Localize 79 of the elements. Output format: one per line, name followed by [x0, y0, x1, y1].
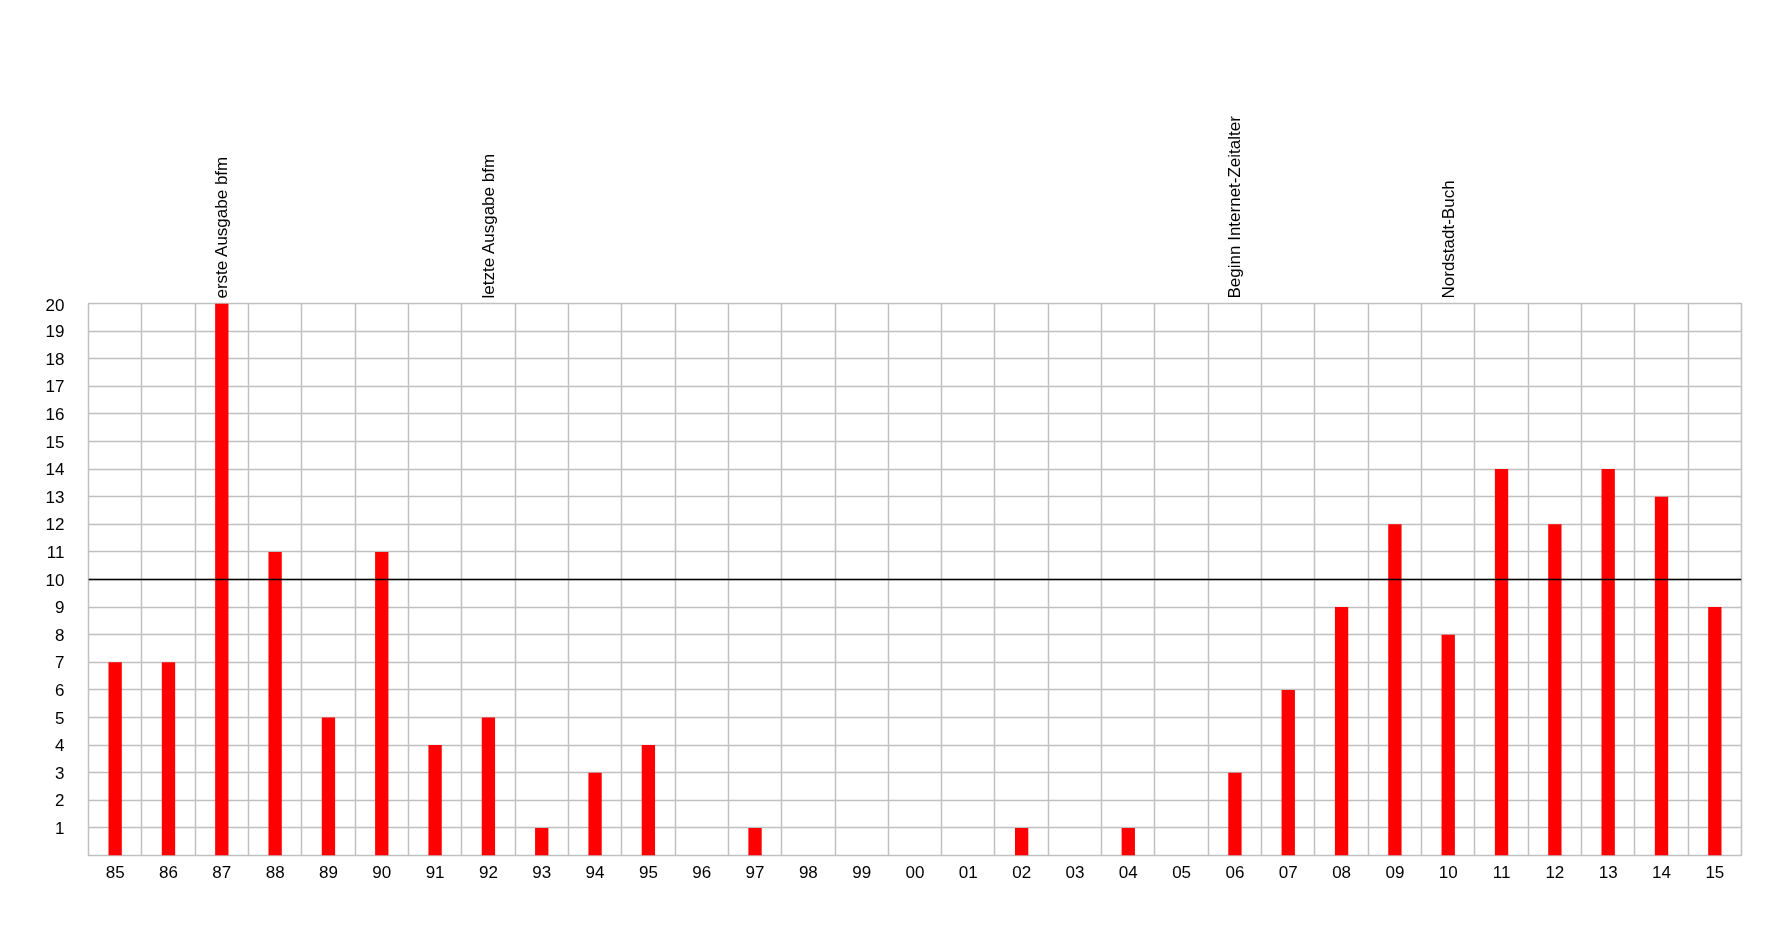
bar: [161, 662, 176, 856]
text: Beginn Internet-Zeitalter: [1225, 115, 1245, 299]
y-tick-label: 12: [45, 515, 65, 535]
y-tick-label: 2: [55, 791, 65, 811]
x-tick-label: 90: [372, 862, 392, 882]
bar: [428, 745, 442, 856]
x-tick-label: 86: [159, 862, 178, 882]
y-tick-label: 13: [45, 487, 65, 507]
bar: [1121, 827, 1135, 856]
bar: [748, 827, 762, 856]
y-tick-label: 5: [55, 708, 65, 728]
bar: [1548, 524, 1562, 856]
text: Nordstadt-Buch: [1438, 180, 1458, 299]
y-tick-label: 11: [46, 542, 65, 562]
y-tick-label: 20: [45, 295, 65, 315]
x-tick-label: 89: [319, 862, 338, 882]
x-tick-label: 91: [425, 862, 445, 882]
bar: [1654, 496, 1669, 856]
y-tick-label: 3: [55, 763, 65, 783]
x-tick-label: 87: [212, 862, 232, 882]
x-tick-label: 04: [1118, 862, 1138, 882]
y-tick-label: 8: [55, 625, 65, 645]
x-tick-label: 14: [1652, 862, 1671, 882]
x-tick-label: 11: [1492, 862, 1511, 882]
bar: [1708, 607, 1722, 856]
y-tick-label: 7: [55, 653, 65, 673]
bar: [1281, 689, 1295, 856]
bar: [321, 717, 336, 856]
y-tick-label: 6: [55, 680, 65, 700]
x-tick-label: 15: [1705, 862, 1725, 882]
bar: [375, 551, 389, 856]
y-tick-label: 17: [45, 377, 65, 397]
x-tick-label: 02: [1012, 862, 1032, 882]
x-tick-label: 95: [638, 862, 658, 882]
x-tick-label: 03: [1065, 862, 1085, 882]
bar: [1601, 469, 1615, 856]
x-tick-label: 07: [1278, 862, 1298, 882]
y-tick-label: 18: [45, 349, 65, 369]
x-tick-label: 93: [532, 862, 552, 882]
x-tick-label: 94: [585, 862, 605, 882]
text: erste Ausgabe bfm: [212, 156, 232, 299]
bar: [268, 551, 282, 856]
x-tick-label: 00: [905, 862, 925, 882]
y-tick-label: 9: [55, 598, 65, 618]
bar: [1388, 524, 1402, 856]
bar: [215, 303, 229, 856]
y-tick-label: 1: [55, 818, 65, 838]
x-tick-label: 01: [958, 862, 978, 882]
x-tick-label: 13: [1598, 862, 1618, 882]
y-tick-label: 15: [45, 432, 65, 452]
x-tick-label: 10: [1438, 862, 1458, 882]
y-tick-label: 4: [55, 736, 65, 756]
x-tick-label: 85: [105, 862, 125, 882]
x-tick-label: 99: [852, 862, 872, 882]
bar: [1334, 607, 1349, 856]
y-tick-label: 19: [45, 322, 65, 342]
x-tick-label: 08: [1332, 862, 1352, 882]
y-tick-label: 14: [45, 460, 65, 480]
bar: [1441, 634, 1455, 856]
x-tick-label: 09: [1385, 862, 1405, 882]
y-tick-label: 10: [45, 570, 65, 590]
bar: [588, 772, 602, 856]
bar: [1014, 827, 1029, 856]
x-tick-label: 97: [745, 862, 765, 882]
x-tick-label: 96: [692, 862, 712, 882]
x-tick-label: 12: [1545, 862, 1565, 882]
bar: [1494, 469, 1509, 856]
bar: [641, 745, 656, 856]
x-tick-label: 06: [1225, 862, 1245, 882]
text: letzte Ausgabe bfm: [478, 153, 498, 299]
bar: [108, 662, 122, 856]
x-tick-label: 88: [265, 862, 285, 882]
x-tick-label: 98: [798, 862, 818, 882]
bar: [481, 717, 496, 856]
x-tick-label: 05: [1172, 862, 1192, 882]
y-tick-label: 16: [45, 404, 65, 424]
bar: [1228, 772, 1242, 856]
x-tick-label: 92: [478, 862, 498, 882]
bar: [535, 827, 549, 856]
